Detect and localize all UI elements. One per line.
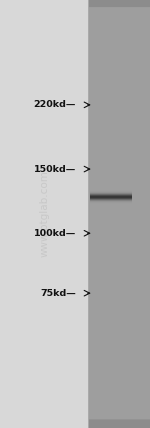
Text: 75kd—: 75kd— — [40, 288, 76, 298]
Text: 100kd—: 100kd— — [33, 229, 76, 238]
Bar — [0, 0, 88, 428]
Text: www.ptglab.com: www.ptglab.com — [40, 171, 50, 257]
Bar — [88, 0, 89, 428]
Text: 150kd—: 150kd— — [33, 164, 76, 174]
Text: 220kd—: 220kd— — [33, 100, 76, 110]
